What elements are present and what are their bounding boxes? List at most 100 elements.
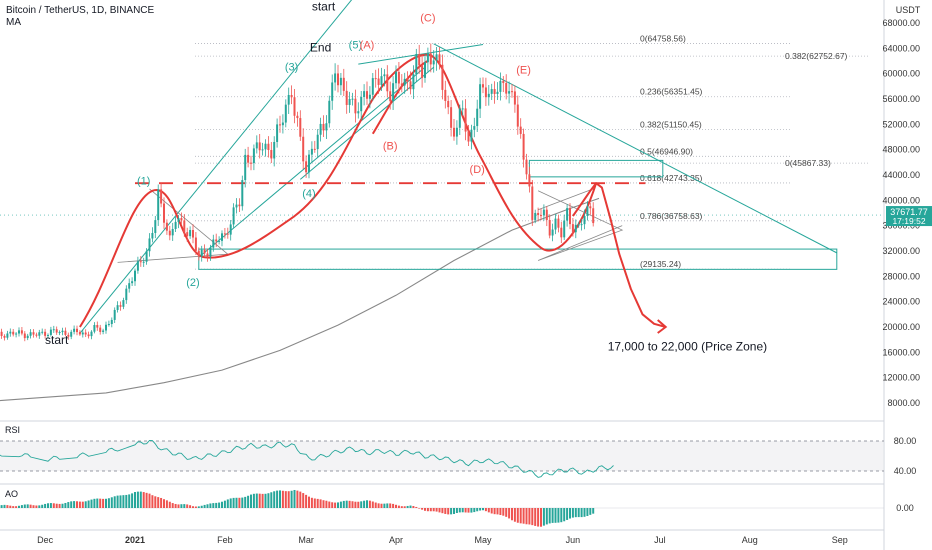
candle-body: [310, 148, 313, 155]
candle-body: [264, 143, 267, 150]
candle-body: [461, 108, 464, 110]
ao-bar: [371, 501, 374, 508]
candle-body: [81, 332, 84, 335]
countdown: 17:19:52: [892, 216, 925, 226]
candle-body: [151, 232, 154, 239]
candle-body: [73, 328, 76, 332]
candle: [168, 225, 171, 241]
candle: [61, 327, 64, 336]
ao-bar: [90, 499, 93, 508]
candle: [467, 124, 470, 147]
ao-bar: [110, 497, 113, 508]
ao-bar: [345, 500, 348, 508]
ao-bar: [342, 500, 345, 508]
candle: [281, 114, 284, 134]
candle-body: [261, 149, 264, 151]
candle: [264, 139, 267, 157]
candle: [49, 326, 52, 337]
ao-bar: [540, 508, 542, 527]
candle-body: [78, 332, 81, 335]
ao-bar: [316, 498, 319, 508]
candle-body: [453, 127, 455, 137]
candle: [395, 65, 397, 89]
ao-bar: [487, 508, 490, 513]
price-tick: 56000.00: [882, 94, 920, 104]
ao-bar: [145, 492, 148, 508]
candle: [125, 285, 128, 304]
candle: [255, 135, 258, 154]
candle-body: [354, 98, 357, 114]
candle-body: [560, 227, 563, 238]
ao-bar: [377, 503, 380, 508]
time-tick: Jun: [566, 535, 581, 545]
candle: [235, 198, 238, 214]
ao-bar: [142, 492, 145, 508]
ao-bar: [571, 508, 574, 518]
candle: [270, 141, 273, 164]
time-tick: May: [474, 535, 492, 545]
candle-body: [348, 98, 351, 105]
candle-body: [29, 332, 32, 336]
candle: [516, 95, 519, 135]
price-tick: 28000.00: [882, 271, 920, 281]
ao-bar: [426, 508, 429, 512]
price-tick: 52000.00: [882, 119, 920, 129]
ao-bar: [473, 508, 476, 513]
candle: [308, 149, 310, 179]
fib-level-label: 0(64758.56): [640, 33, 686, 43]
candle-body: [194, 237, 197, 251]
candle-body: [273, 141, 276, 159]
candle: [84, 329, 87, 338]
ao-bar: [374, 502, 377, 508]
ao-bar: [424, 508, 426, 511]
candle-body: [537, 212, 540, 216]
ao-bar: [241, 497, 244, 508]
ao-bar: [165, 500, 168, 508]
fib-level-label: 0.786(36758.63): [640, 211, 703, 221]
candle-body: [125, 288, 128, 301]
impulse-channel-line: [79, 0, 353, 334]
ao-bar: [6, 505, 9, 508]
ao-bar: [299, 491, 302, 508]
candle-body: [542, 209, 545, 216]
time-tick: Mar: [298, 535, 314, 545]
candle: [73, 325, 76, 335]
ao-bar: [328, 501, 331, 508]
candle: [464, 99, 467, 141]
candle: [296, 111, 299, 127]
candle: [136, 256, 139, 274]
candle: [232, 203, 235, 228]
candle: [441, 54, 444, 100]
candle-body: [76, 328, 78, 333]
candle-body: [563, 220, 566, 238]
candle: [580, 218, 583, 231]
ao-bar: [348, 500, 351, 508]
ao-bar: [81, 501, 84, 508]
ao-bar: [136, 491, 139, 508]
candle-body: [455, 127, 458, 137]
candle: [337, 64, 339, 93]
candle: [418, 44, 421, 74]
candle-body: [96, 325, 99, 328]
candle-body: [102, 330, 105, 332]
candle-body: [3, 335, 6, 338]
ao-bar: [467, 508, 470, 513]
ao-bar: [47, 503, 49, 508]
wave-label: (D): [470, 164, 485, 176]
ao-bar: [435, 508, 438, 512]
candle-body: [374, 78, 377, 80]
candle-body: [490, 89, 493, 94]
candle-body: [296, 115, 299, 119]
ao-bar: [360, 501, 363, 508]
candle-body: [580, 224, 583, 226]
top-trendline: [358, 43, 484, 65]
ao-bar: [537, 508, 540, 527]
candle: [400, 74, 403, 93]
candle: [131, 277, 134, 287]
candle: [218, 236, 221, 245]
candle-body: [531, 186, 534, 220]
candle: [6, 330, 9, 340]
candle: [252, 144, 255, 171]
candle: [577, 221, 580, 228]
candle-body: [482, 84, 484, 88]
